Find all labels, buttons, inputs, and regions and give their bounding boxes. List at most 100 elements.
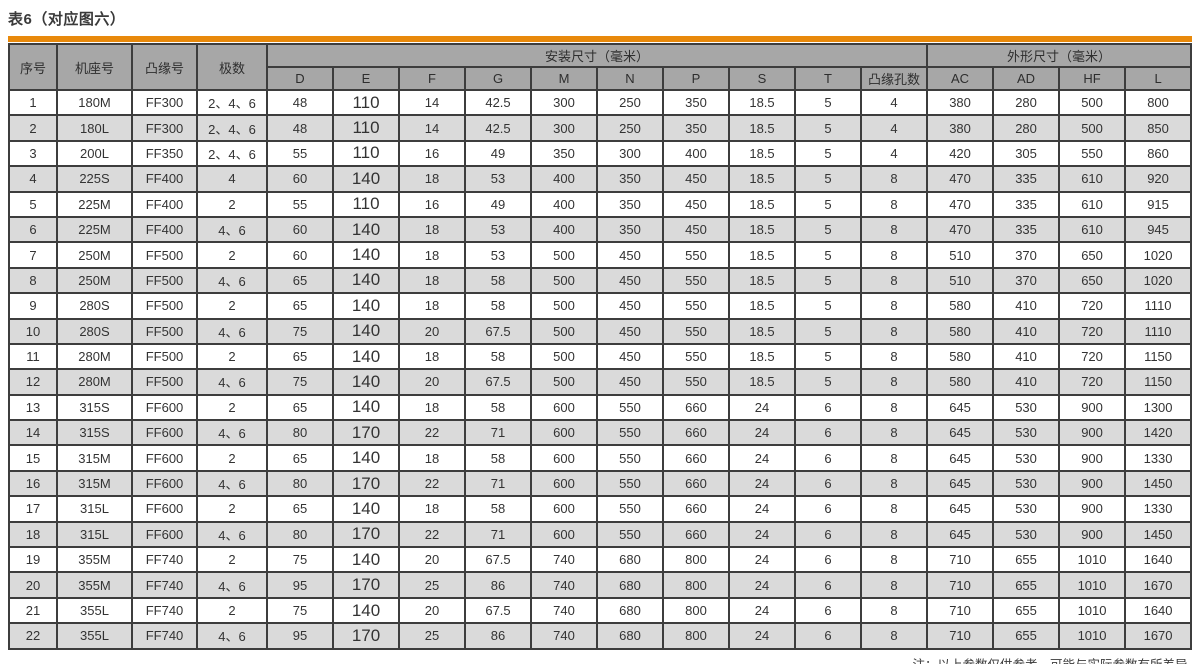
cell: 680 bbox=[596, 622, 664, 650]
cell: 65 bbox=[266, 393, 334, 422]
cell: FF600 bbox=[131, 495, 198, 523]
cell: 8 bbox=[859, 190, 929, 218]
cell: 95 bbox=[266, 622, 334, 650]
col-header-E: E bbox=[332, 66, 400, 91]
cell: 5 bbox=[794, 317, 862, 345]
cell: 18.5 bbox=[728, 190, 796, 218]
header-row-subcolumns: D E F G M N P S T 凸缘孔数 AC AD HF L bbox=[9, 66, 1193, 91]
cell: 250 bbox=[596, 88, 664, 117]
cell: 8 bbox=[859, 469, 929, 498]
cell: 580 bbox=[926, 317, 995, 345]
cell: 8 bbox=[859, 419, 929, 447]
cell: 5 bbox=[794, 139, 862, 168]
cell: 6 bbox=[794, 495, 862, 523]
cell: FF500 bbox=[131, 292, 198, 320]
cell: 10 bbox=[8, 317, 58, 345]
cell: 25 bbox=[398, 622, 466, 650]
cell: 280S bbox=[56, 317, 133, 345]
cell: 470 bbox=[926, 190, 995, 218]
cell: 180M bbox=[56, 88, 133, 117]
cell: 2 bbox=[196, 546, 268, 574]
cell: 18 bbox=[398, 393, 466, 422]
cell: 550 bbox=[596, 419, 664, 447]
cell: 6 bbox=[794, 393, 862, 422]
cell: 2 bbox=[196, 393, 268, 422]
cell: 660 bbox=[662, 444, 730, 472]
table-row: 19 355M FF740 2 75 140 20 67.5 740 680 800 24 6 8 710 6… bbox=[8, 546, 1193, 574]
cell: 1110 bbox=[1124, 292, 1193, 320]
cell: 500 bbox=[1058, 114, 1127, 142]
cell: 24 bbox=[728, 469, 796, 498]
cell: 470 bbox=[926, 165, 995, 193]
cell: 1010 bbox=[1058, 596, 1127, 625]
cell: 1450 bbox=[1124, 469, 1193, 498]
cell: 4、6 bbox=[196, 368, 268, 396]
cell: 20 bbox=[398, 368, 466, 396]
cell: 450 bbox=[662, 215, 730, 244]
cell: 400 bbox=[530, 165, 598, 193]
cell: 800 bbox=[1124, 88, 1193, 117]
col-header-T: T bbox=[794, 66, 862, 91]
cell: 900 bbox=[1058, 469, 1127, 498]
cell: 280 bbox=[992, 114, 1061, 142]
table-row: 11 280M FF500 2 65 140 18 58 500 450 550 18.5 5 8 580 4… bbox=[8, 342, 1193, 371]
table-row: 18 315L FF600 4、6 80 170 22 71 600 550 660 24 6 8 645 5… bbox=[8, 520, 1193, 549]
col-header-P: P bbox=[662, 66, 730, 91]
cell: 75 bbox=[266, 317, 334, 345]
cell: 65 bbox=[266, 266, 334, 295]
cell: 710 bbox=[926, 596, 995, 625]
cell: 4、6 bbox=[196, 520, 268, 549]
cell: 4、6 bbox=[196, 419, 268, 447]
cell: 645 bbox=[926, 393, 995, 422]
cell: 280M bbox=[56, 342, 133, 371]
cell: 2 bbox=[196, 495, 268, 523]
cell: 645 bbox=[926, 469, 995, 498]
cell: 8 bbox=[859, 393, 929, 422]
cell: 530 bbox=[992, 495, 1061, 523]
col-header-flange-holes: 凸缘孔数 bbox=[859, 66, 929, 91]
table-header: 序号 机座号 凸缘号 极数 安装尺寸（毫米） 外形尺寸（毫米） D E F G … bbox=[8, 43, 1193, 91]
cell: 4 bbox=[859, 114, 929, 142]
cell: 18.5 bbox=[728, 241, 796, 269]
cell: 1010 bbox=[1058, 571, 1127, 599]
cell: 900 bbox=[1058, 444, 1127, 472]
cell: 42.5 bbox=[464, 88, 532, 117]
page-title: 表6（对应图六） bbox=[8, 11, 126, 28]
cell: 8 bbox=[859, 215, 929, 244]
cell: 2、4、6 bbox=[196, 114, 268, 142]
cell: 660 bbox=[662, 469, 730, 498]
cell: 355L bbox=[56, 596, 133, 625]
cell: 58 bbox=[464, 495, 532, 523]
cell: 14 bbox=[398, 88, 466, 117]
cell: 655 bbox=[992, 546, 1061, 574]
cell: 6 bbox=[794, 546, 862, 574]
cell: 53 bbox=[464, 215, 532, 244]
cell: 550 bbox=[662, 368, 730, 396]
table-row: 17 315L FF600 2 65 140 18 58 600 550 660 24 6 8 645 530… bbox=[8, 495, 1193, 523]
table-row: 3 200L FF350 2、4、6 55 110 16 49 350 300 400 18.5 5 4 4… bbox=[8, 139, 1193, 168]
cell: FF740 bbox=[131, 546, 198, 574]
cell: 800 bbox=[662, 622, 730, 650]
cell: 180L bbox=[56, 114, 133, 142]
cell: FF500 bbox=[131, 342, 198, 371]
cell: 6 bbox=[794, 419, 862, 447]
cell: 650 bbox=[1058, 241, 1127, 269]
cell: 680 bbox=[596, 571, 664, 599]
cell: 400 bbox=[530, 215, 598, 244]
cell: 900 bbox=[1058, 393, 1127, 422]
cell: 530 bbox=[992, 419, 1061, 447]
cell: 550 bbox=[596, 495, 664, 523]
col-header-poles: 极数 bbox=[196, 43, 268, 91]
table-row: 9 280S FF500 2 65 140 18 58 500 450 550 18.5 5 8 580 41… bbox=[8, 292, 1193, 320]
cell: 550 bbox=[662, 342, 730, 371]
cell: FF600 bbox=[131, 520, 198, 549]
col-header-D: D bbox=[266, 66, 334, 91]
col-header-F: F bbox=[398, 66, 466, 91]
cell: 550 bbox=[596, 520, 664, 549]
cell: 315S bbox=[56, 419, 133, 447]
cell: 600 bbox=[530, 495, 598, 523]
cell: 500 bbox=[530, 292, 598, 320]
cell: 410 bbox=[992, 368, 1061, 396]
cell: 1300 bbox=[1124, 393, 1193, 422]
cell: 7 bbox=[8, 241, 58, 269]
